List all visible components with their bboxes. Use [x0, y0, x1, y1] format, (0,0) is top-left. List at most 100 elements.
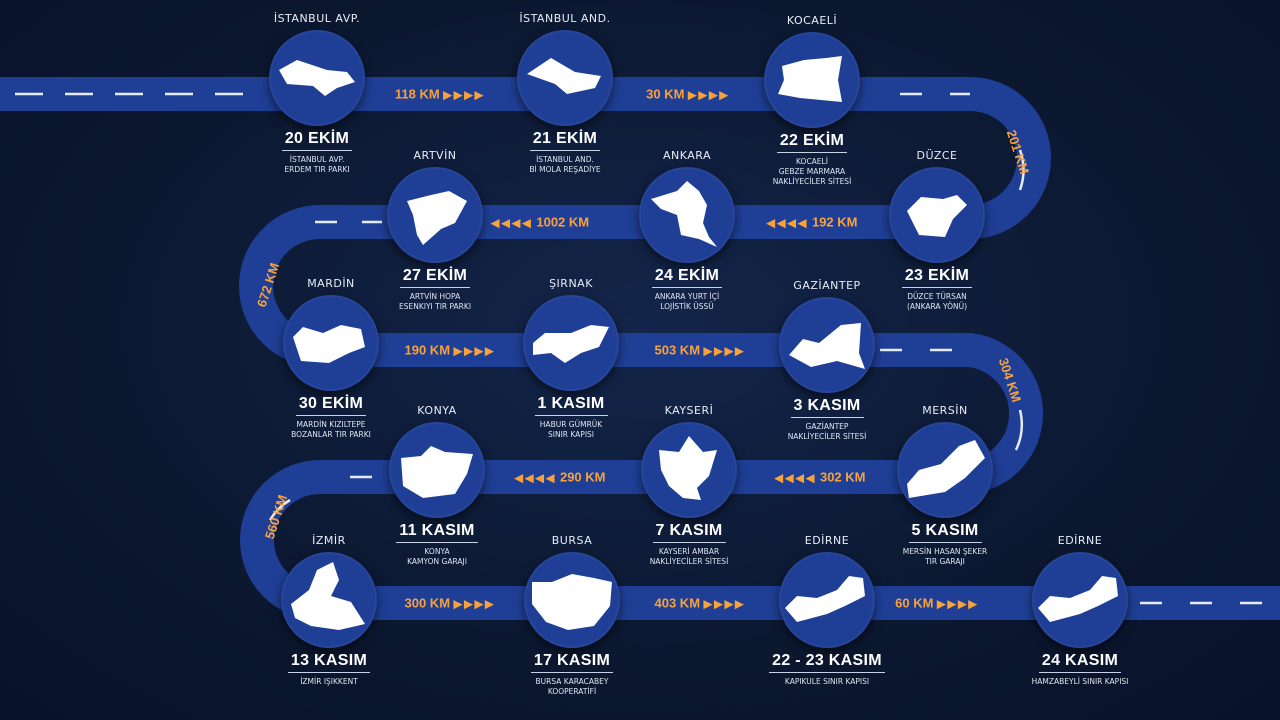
- stop-info: 7 KASIM KAYSERİ AMBAR NAKLİYECİLER SİTESİ: [589, 520, 789, 567]
- arrow-left-icon: ◀◀◀◀: [514, 472, 557, 485]
- stop-city: GAZİANTEP: [793, 279, 861, 292]
- stop-date: 20 EKİM: [281, 130, 353, 151]
- distance-value: 30 KM: [646, 86, 685, 102]
- province-map-icon: [789, 323, 865, 369]
- stop-info: 22 EKİM KOCAELİ GEBZE MARMARA NAKLİYECİLE…: [712, 130, 912, 187]
- stop-marker: [524, 552, 620, 648]
- stop-city: İSTANBUL AVP.: [273, 12, 361, 25]
- stop-description: DÜZCE TÜRSAN (ANKARA YÖNÜ): [906, 292, 968, 311]
- distance-label: 60 KM ▶▶▶▶: [895, 596, 979, 611]
- stop-city: DÜZCE: [916, 149, 958, 162]
- stop-city: EDİRNE: [804, 534, 850, 547]
- province-map-icon: [527, 58, 601, 94]
- stop-marker: [779, 552, 875, 648]
- stop-description: MARDİN KIZILTEPE BOZANLAR TIR PARKI: [291, 420, 371, 439]
- distance-label: ◀◀◀◀ 1002 KM: [491, 215, 589, 230]
- stop-description: KAPIKULE SINIR KAPISI: [784, 677, 870, 686]
- arrow-right-icon: ▶▶▶▶: [453, 345, 496, 358]
- stop-date: 1 KASIM: [534, 395, 608, 416]
- stop-date: 17 KASIM: [530, 652, 614, 673]
- distance-label: 118 KM ▶▶▶▶: [395, 87, 485, 102]
- distance-value: 300 KM: [404, 595, 451, 611]
- stop-description: HABUR GÜMRÜK SINIR KAPISI: [539, 420, 603, 439]
- road-dashes: [15, 92, 1262, 605]
- stop-city: KONYA: [417, 404, 457, 417]
- stop-info: 21 EKİM İSTANBUL AND. Bİ MOLA REŞADİYE: [465, 128, 665, 175]
- stop-info: 1 KASIM HABUR GÜMRÜK SINIR KAPISI: [471, 393, 671, 440]
- stop-city: MARDİN: [307, 277, 355, 290]
- distance-value: 302 KM: [819, 469, 866, 485]
- stop-description: ANKARA YURT İÇİ LOJİSTİK ÜSSÜ: [654, 292, 720, 311]
- stop-description: İSTANBUL AND. Bİ MOLA REŞADİYE: [529, 155, 601, 174]
- distance-value: 290 KM: [559, 469, 606, 485]
- distance-label: 30 KM ▶▶▶▶: [646, 87, 730, 102]
- stop-marker: [283, 295, 379, 391]
- stop-description: BURSA KARACABEY KOOPERATİFİ: [535, 677, 609, 696]
- stop-date: 7 KASIM: [652, 522, 726, 543]
- stop-date: 3 KASIM: [790, 397, 864, 418]
- stop-date: 30 EKİM: [295, 395, 367, 416]
- stop-marker: [779, 297, 875, 393]
- stop-city: ARTVİN: [413, 149, 457, 162]
- distance-value: 192 KM: [811, 214, 858, 230]
- stop-marker: [641, 422, 737, 518]
- stop-city: BURSA: [551, 534, 593, 547]
- province-map-icon: [785, 576, 865, 622]
- stop-info: 24 KASIM HAMZABEYLİ SINIR KAPISI: [980, 650, 1180, 687]
- stop-date: 22 - 23 KASIM: [769, 652, 885, 673]
- distance-value: 60 KM: [895, 595, 934, 611]
- distance-value: 403 KM: [654, 595, 701, 611]
- stop-description: KOCAELİ GEBZE MARMARA NAKLİYECİLER SİTES…: [772, 157, 852, 186]
- stop-date: 23 EKİM: [901, 267, 973, 288]
- stop-info: 23 EKİM DÜZCE TÜRSAN (ANKARA YÖNÜ): [837, 265, 1037, 312]
- stop-info: 13 KASIM İZMİR IŞIKKENT: [229, 650, 429, 687]
- province-map-icon: [907, 195, 967, 237]
- arrow-left-icon: ◀◀◀◀: [766, 217, 809, 230]
- distance-label: 300 KM ▶▶▶▶: [405, 596, 496, 611]
- stop-description: ARTVİN HOPA ESENKIYI TIR PARKI: [398, 292, 472, 311]
- stop-description: HAMZABEYLİ SINIR KAPISI: [1031, 677, 1129, 686]
- stop-info: 24 EKİM ANKARA YURT İÇİ LOJİSTİK ÜSSÜ: [587, 265, 787, 312]
- province-map-icon: [778, 56, 842, 102]
- stop-info: 5 KASIM MERSİN HASAN ŞEKER TIR GARAJI: [845, 520, 1045, 567]
- stop-marker: [517, 30, 613, 126]
- stop-info: 3 KASIM GAZİANTEP NAKLİYECİLER SİTESİ: [727, 395, 927, 442]
- stop-marker: [764, 32, 860, 128]
- province-map-icon: [293, 325, 365, 363]
- province-map-icon: [659, 436, 717, 500]
- stop-description: GAZİANTEP NAKLİYECİLER SİTESİ: [787, 422, 867, 441]
- province-map-icon: [401, 446, 473, 498]
- stop-marker: [1032, 552, 1128, 648]
- arrow-right-icon: ▶▶▶▶: [937, 598, 979, 611]
- distance-label: 190 KM ▶▶▶▶: [405, 343, 496, 358]
- province-map-icon: [279, 60, 355, 96]
- stop-date: 24 EKİM: [651, 267, 723, 288]
- stop-city: KAYSERİ: [664, 404, 714, 417]
- stop-city: MERSİN: [922, 404, 968, 417]
- province-map-icon: [407, 191, 467, 245]
- province-map-icon: [291, 562, 365, 630]
- stop-marker: [281, 552, 377, 648]
- arrow-left-icon: ◀◀◀◀: [490, 217, 533, 230]
- stop-marker: [897, 422, 993, 518]
- distance-value: 190 KM: [404, 342, 451, 358]
- arrow-right-icon: ▶▶▶▶: [688, 89, 730, 102]
- arrow-left-icon: ◀◀◀◀: [774, 472, 817, 485]
- stop-description: İSTANBUL AVP. ERDEM TIR PARKI: [284, 155, 350, 174]
- stop-marker: [523, 295, 619, 391]
- province-map-icon: [1038, 576, 1118, 622]
- distance-value: 1002 KM: [536, 214, 590, 230]
- stop-description: İZMİR IŞIKKENT: [300, 677, 358, 686]
- stop-date: 24 KASIM: [1038, 652, 1122, 673]
- stop-date: 21 EKİM: [529, 130, 601, 151]
- stop-description: MERSİN HASAN ŞEKER TIR GARAJI: [902, 547, 988, 566]
- province-map-icon: [907, 440, 985, 498]
- stop-marker: [639, 167, 735, 263]
- stop-description: KONYA KAMYON GARAJI: [407, 547, 467, 566]
- distance-label: ◀◀◀◀ 290 KM: [515, 470, 606, 485]
- distance-label: 403 KM ▶▶▶▶: [655, 596, 746, 611]
- stop-date: 13 KASIM: [287, 652, 371, 673]
- stop-info: 17 KASIM BURSA KARACABEY KOOPERATİFİ: [472, 650, 672, 697]
- stop-city: ANKARA: [662, 149, 712, 162]
- stop-marker: [269, 30, 365, 126]
